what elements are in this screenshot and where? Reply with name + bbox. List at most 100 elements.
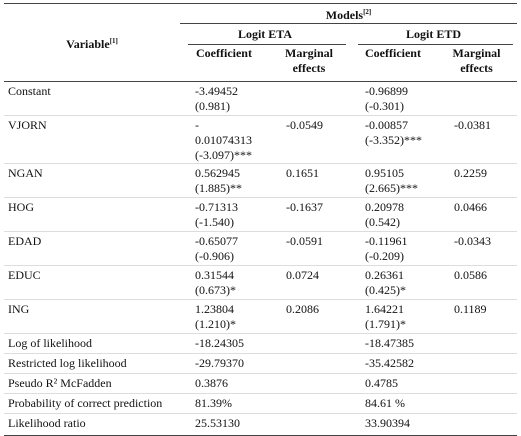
column-header: Marginal effects bbox=[436, 45, 518, 82]
value-cell: -0.01074313 (-3.097)*** bbox=[180, 115, 268, 164]
value-cell: 0.3876 bbox=[180, 373, 268, 394]
value-cell: -0.11961 (-0.209) bbox=[350, 231, 436, 266]
value-cell: 0.0586 bbox=[436, 265, 518, 300]
variable-cell: EDAD bbox=[4, 231, 180, 266]
cell-line: 0.0724 bbox=[286, 268, 319, 282]
cell-line: -0.11961 bbox=[365, 234, 408, 248]
variable-header: Variable[1] bbox=[4, 3, 180, 82]
table-body: Constant -3.49452 (0.981) -0.96899 (-0.301) V… bbox=[4, 81, 518, 436]
footnote-mark: [2] bbox=[363, 7, 372, 16]
value-cell: -0.0591 bbox=[268, 231, 350, 266]
group-header: Logit ETD bbox=[350, 23, 518, 45]
value-cell: -29.79370 bbox=[180, 353, 268, 374]
cell-line: (-0.301) bbox=[365, 99, 404, 113]
cell-line: (1.791)* bbox=[365, 317, 406, 331]
value-cell: -0.65077 (-0.906) bbox=[180, 231, 268, 266]
cell-line: 0.3876 bbox=[195, 376, 228, 390]
cell-line: -0.1637 bbox=[286, 200, 323, 214]
table-row: EDAD -0.65077 (-0.906) -0.0591 -0.11961 (-0.2… bbox=[4, 231, 518, 266]
value-cell: 0.31544 (0.673)* bbox=[180, 265, 268, 300]
table-row: HOG -0.71313 (-1.540) -0.1637 0.20978 (0.542)… bbox=[4, 197, 518, 232]
results-table: Variable[1] Models[2] Logit ETA Logit ETD… bbox=[4, 3, 518, 436]
value-cell: 0.2259 bbox=[436, 163, 518, 198]
value-cell: 0.562945 (1.885)** bbox=[180, 163, 268, 198]
cell-line: 33.90394 bbox=[365, 416, 410, 430]
cell-line: -18.24305 bbox=[195, 336, 244, 350]
value-cell: -18.47385 bbox=[350, 333, 436, 354]
cell-line: (-3.097)*** bbox=[195, 148, 252, 162]
cell-line: (0.542) bbox=[365, 215, 400, 229]
cell-line: (1.885)** bbox=[195, 181, 242, 195]
column-header: Coefficient bbox=[180, 45, 268, 82]
cell-line: 0.01074313 bbox=[195, 133, 252, 147]
cell-line: -0.71313 bbox=[195, 200, 238, 214]
cell-line: -35.42582 bbox=[365, 356, 414, 370]
cell-line: 0.4785 bbox=[365, 376, 398, 390]
value-cell bbox=[436, 333, 518, 354]
value-cell: 0.26361 (0.425)* bbox=[350, 265, 436, 300]
variable-cell: ING bbox=[4, 299, 180, 334]
group-header: Logit ETA bbox=[180, 23, 350, 45]
cell-line: -0.0381 bbox=[454, 118, 491, 132]
header-text: Variable bbox=[66, 36, 110, 51]
cell-line: (-3.352)*** bbox=[365, 133, 422, 147]
cell-line: 0.0466 bbox=[454, 200, 487, 214]
value-cell bbox=[436, 373, 518, 394]
cell-line: -0.0343 bbox=[454, 234, 491, 248]
value-cell bbox=[436, 413, 518, 436]
variable-cell: EDUC bbox=[4, 265, 180, 300]
table-row: ING 1.23804 (1.210)* 0.2086 1.64221 (1.791)* 0… bbox=[4, 299, 518, 334]
value-cell: 0.2086 bbox=[268, 299, 350, 334]
value-cell: -18.24305 bbox=[180, 333, 268, 354]
cell-line: (0.425)* bbox=[365, 283, 406, 297]
cell-line: 0.31544 bbox=[195, 268, 234, 282]
column-header: Coefficient bbox=[350, 45, 436, 82]
table-row: Constant -3.49452 (0.981) -0.96899 (-0.301) bbox=[4, 81, 518, 116]
value-cell: 0.1189 bbox=[436, 299, 518, 334]
group-name: Logit ETA bbox=[237, 27, 293, 41]
cell-line: 0.95105 bbox=[365, 166, 404, 180]
cell-line: 0.562945 bbox=[195, 166, 240, 180]
cell-line: 81.39% bbox=[195, 396, 232, 410]
table-row: Log of likelihood -18.24305 -18.47385 bbox=[4, 333, 518, 354]
variable-cell: HOG bbox=[4, 197, 180, 232]
variable-cell: VJORN bbox=[4, 115, 180, 164]
table-row: Probability of correct prediction 81.39% 8… bbox=[4, 393, 518, 414]
group-row: Logit ETA Logit ETD bbox=[4, 23, 518, 45]
cell-line: 1.23804 bbox=[195, 302, 234, 316]
value-cell: 1.64221 (1.791)* bbox=[350, 299, 436, 334]
variable-cell: NGAN bbox=[4, 163, 180, 198]
cell-line: - bbox=[195, 118, 199, 132]
variable-cell: Probability of correct prediction bbox=[4, 393, 180, 414]
variable-cell: Likelihood ratio bbox=[4, 413, 180, 436]
value-cell bbox=[268, 81, 350, 116]
cell-line: 0.26361 bbox=[365, 268, 404, 282]
cell-line: (1.210)* bbox=[195, 317, 236, 331]
column-header: Marginal effects bbox=[268, 45, 350, 82]
header-text: Models bbox=[325, 7, 364, 22]
value-cell bbox=[436, 393, 518, 414]
value-cell bbox=[436, 353, 518, 374]
cell-line: -18.47385 bbox=[365, 336, 414, 350]
value-cell: -3.49452 (0.981) bbox=[180, 81, 268, 116]
value-cell: -0.00857 (-3.352)*** bbox=[350, 115, 436, 164]
cell-line: (0.673)* bbox=[195, 283, 236, 297]
models-header: Models[2] bbox=[180, 3, 518, 24]
cell-line: 0.1189 bbox=[454, 302, 487, 316]
footnote-mark: [1] bbox=[109, 36, 118, 45]
value-cell bbox=[436, 81, 518, 116]
value-cell bbox=[268, 393, 350, 414]
variable-cell: Constant bbox=[4, 81, 180, 116]
table-row: NGAN 0.562945 (1.885)** 0.1651 0.95105 (2.665… bbox=[4, 163, 518, 198]
table-row: Likelihood ratio 25.53130 33.90394 bbox=[4, 413, 518, 436]
value-cell bbox=[268, 333, 350, 354]
value-cell: -0.0343 bbox=[436, 231, 518, 266]
cell-line: (-1.540) bbox=[195, 215, 234, 229]
cell-line: 1.64221 bbox=[365, 302, 404, 316]
value-cell: 0.1651 bbox=[268, 163, 350, 198]
cell-line: -0.0549 bbox=[286, 118, 323, 132]
value-cell: 1.23804 (1.210)* bbox=[180, 299, 268, 334]
value-cell: 33.90394 bbox=[350, 413, 436, 436]
table-row: Pseudo R² McFadden 0.3876 0.4785 bbox=[4, 373, 518, 394]
